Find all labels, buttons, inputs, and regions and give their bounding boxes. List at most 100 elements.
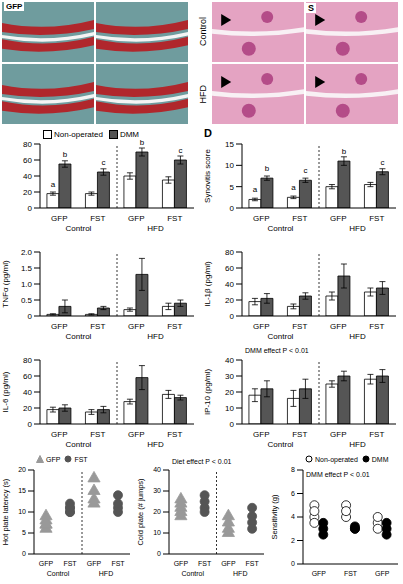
svg-text:IL-1β (pg/ml): IL-1β (pg/ml) bbox=[203, 261, 212, 307]
svg-text:0: 0 bbox=[230, 204, 235, 213]
svg-text:Cold plate (# jumps): Cold plate (# jumps) bbox=[136, 478, 145, 546]
svg-text:GFP: GFP bbox=[253, 322, 269, 331]
svg-text:20: 20 bbox=[225, 388, 234, 397]
svg-text:5: 5 bbox=[22, 529, 26, 536]
svg-text:Control: Control bbox=[181, 570, 204, 577]
svg-text:40: 40 bbox=[23, 388, 32, 397]
svg-text:FST: FST bbox=[292, 430, 307, 439]
svg-text:Control: Control bbox=[268, 224, 294, 233]
svg-text:80: 80 bbox=[225, 248, 234, 257]
svg-text:8: 8 bbox=[291, 466, 295, 473]
svg-text:IP-10 (pg/ml): IP-10 (pg/ml) bbox=[203, 369, 212, 416]
svg-text:b: b bbox=[342, 147, 347, 156]
svg-text:60: 60 bbox=[23, 372, 32, 381]
svg-text:FST: FST bbox=[167, 214, 182, 223]
svg-text:Control: Control bbox=[268, 440, 294, 449]
svg-text:FST: FST bbox=[344, 570, 358, 577]
svg-text:0: 0 bbox=[157, 550, 161, 557]
svg-text:Control: Control bbox=[47, 570, 70, 577]
svg-text:10: 10 bbox=[225, 404, 234, 413]
svg-text:GFP: GFP bbox=[128, 214, 144, 223]
svg-text:GFP: GFP bbox=[87, 560, 102, 567]
svg-text:0: 0 bbox=[28, 312, 33, 321]
svg-text:4: 4 bbox=[291, 513, 295, 520]
svg-text:40: 40 bbox=[225, 280, 234, 289]
svg-text:Control: Control bbox=[66, 440, 92, 449]
svg-text:60: 60 bbox=[23, 156, 32, 165]
svg-text:FST: FST bbox=[111, 560, 125, 567]
svg-text:HFD: HFD bbox=[99, 570, 113, 577]
svg-text:1.5: 1.5 bbox=[21, 264, 33, 273]
svg-text:15: 15 bbox=[18, 487, 26, 494]
svg-text:80: 80 bbox=[23, 356, 32, 365]
svg-text:HFD: HFD bbox=[349, 224, 366, 233]
svg-text:FST: FST bbox=[90, 322, 105, 331]
svg-text:GFP: GFP bbox=[51, 430, 67, 439]
svg-text:6: 6 bbox=[291, 490, 295, 497]
svg-text:FST: FST bbox=[246, 560, 260, 567]
svg-text:20: 20 bbox=[153, 508, 161, 515]
svg-text:Hot plate latency (s): Hot plate latency (s) bbox=[1, 478, 10, 545]
svg-text:b: b bbox=[63, 150, 68, 159]
svg-text:FST: FST bbox=[63, 560, 77, 567]
svg-text:FST: FST bbox=[90, 430, 105, 439]
svg-text:b: b bbox=[265, 164, 270, 173]
svg-text:HFD: HFD bbox=[233, 570, 247, 577]
svg-text:FST: FST bbox=[292, 214, 307, 223]
svg-text:0.5: 0.5 bbox=[21, 296, 33, 305]
svg-text:20: 20 bbox=[18, 466, 26, 473]
svg-text:FST: FST bbox=[369, 322, 384, 331]
svg-text:FST: FST bbox=[292, 322, 307, 331]
svg-text:10: 10 bbox=[225, 161, 234, 170]
svg-text:20: 20 bbox=[23, 404, 32, 413]
svg-text:FST: FST bbox=[167, 430, 182, 439]
svg-text:HFD: HFD bbox=[349, 332, 366, 341]
svg-text:FST: FST bbox=[369, 214, 384, 223]
svg-text:GFP: GFP bbox=[128, 430, 144, 439]
svg-text:40: 40 bbox=[23, 172, 32, 181]
svg-text:GFP: GFP bbox=[312, 570, 327, 577]
svg-text:5: 5 bbox=[230, 183, 235, 192]
svg-text:10: 10 bbox=[18, 508, 26, 515]
svg-text:Control: Control bbox=[66, 224, 92, 233]
svg-text:FST: FST bbox=[198, 560, 212, 567]
svg-text:0: 0 bbox=[22, 550, 26, 557]
svg-text:FST: FST bbox=[167, 322, 182, 331]
svg-text:80: 80 bbox=[23, 140, 32, 149]
svg-text:10: 10 bbox=[153, 529, 161, 536]
svg-text:Sensitivity (g): Sensitivity (g) bbox=[270, 494, 279, 540]
svg-text:c: c bbox=[101, 158, 105, 167]
svg-text:HFD: HFD bbox=[147, 224, 164, 233]
svg-text:FST: FST bbox=[90, 214, 105, 223]
svg-text:TNFα (pg/ml): TNFα (pg/ml) bbox=[1, 260, 10, 308]
svg-text:Synovitis score: Synovitis score bbox=[203, 149, 212, 203]
svg-text:0: 0 bbox=[28, 204, 33, 213]
svg-text:0: 0 bbox=[230, 312, 235, 321]
svg-text:2.0: 2.0 bbox=[21, 248, 33, 257]
svg-text:GFP: GFP bbox=[174, 560, 189, 567]
svg-text:HFD: HFD bbox=[147, 440, 164, 449]
svg-text:0: 0 bbox=[28, 420, 33, 429]
svg-text:HFD: HFD bbox=[147, 332, 164, 341]
svg-text:GFP: GFP bbox=[330, 322, 346, 331]
svg-text:a: a bbox=[253, 185, 258, 194]
svg-text:c: c bbox=[303, 166, 307, 175]
svg-text:GFP: GFP bbox=[330, 214, 346, 223]
svg-text:20: 20 bbox=[225, 296, 234, 305]
svg-text:IL-6 (pg/ml): IL-6 (pg/ml) bbox=[1, 371, 10, 412]
svg-text:20: 20 bbox=[23, 188, 32, 197]
svg-text:b: b bbox=[140, 138, 145, 147]
svg-text:GFP: GFP bbox=[39, 560, 54, 567]
svg-text:HFD: HFD bbox=[349, 440, 366, 449]
svg-text:Control: Control bbox=[66, 332, 92, 341]
svg-text:Control: Control bbox=[268, 332, 294, 341]
svg-text:0: 0 bbox=[291, 560, 295, 567]
svg-text:a: a bbox=[51, 180, 56, 189]
svg-text:0: 0 bbox=[230, 420, 235, 429]
svg-text:30: 30 bbox=[153, 487, 161, 494]
svg-text:c: c bbox=[380, 158, 384, 167]
svg-text:c: c bbox=[178, 146, 182, 155]
svg-text:FST: FST bbox=[369, 430, 384, 439]
svg-text:1.0: 1.0 bbox=[21, 280, 33, 289]
svg-text:60: 60 bbox=[225, 264, 234, 273]
